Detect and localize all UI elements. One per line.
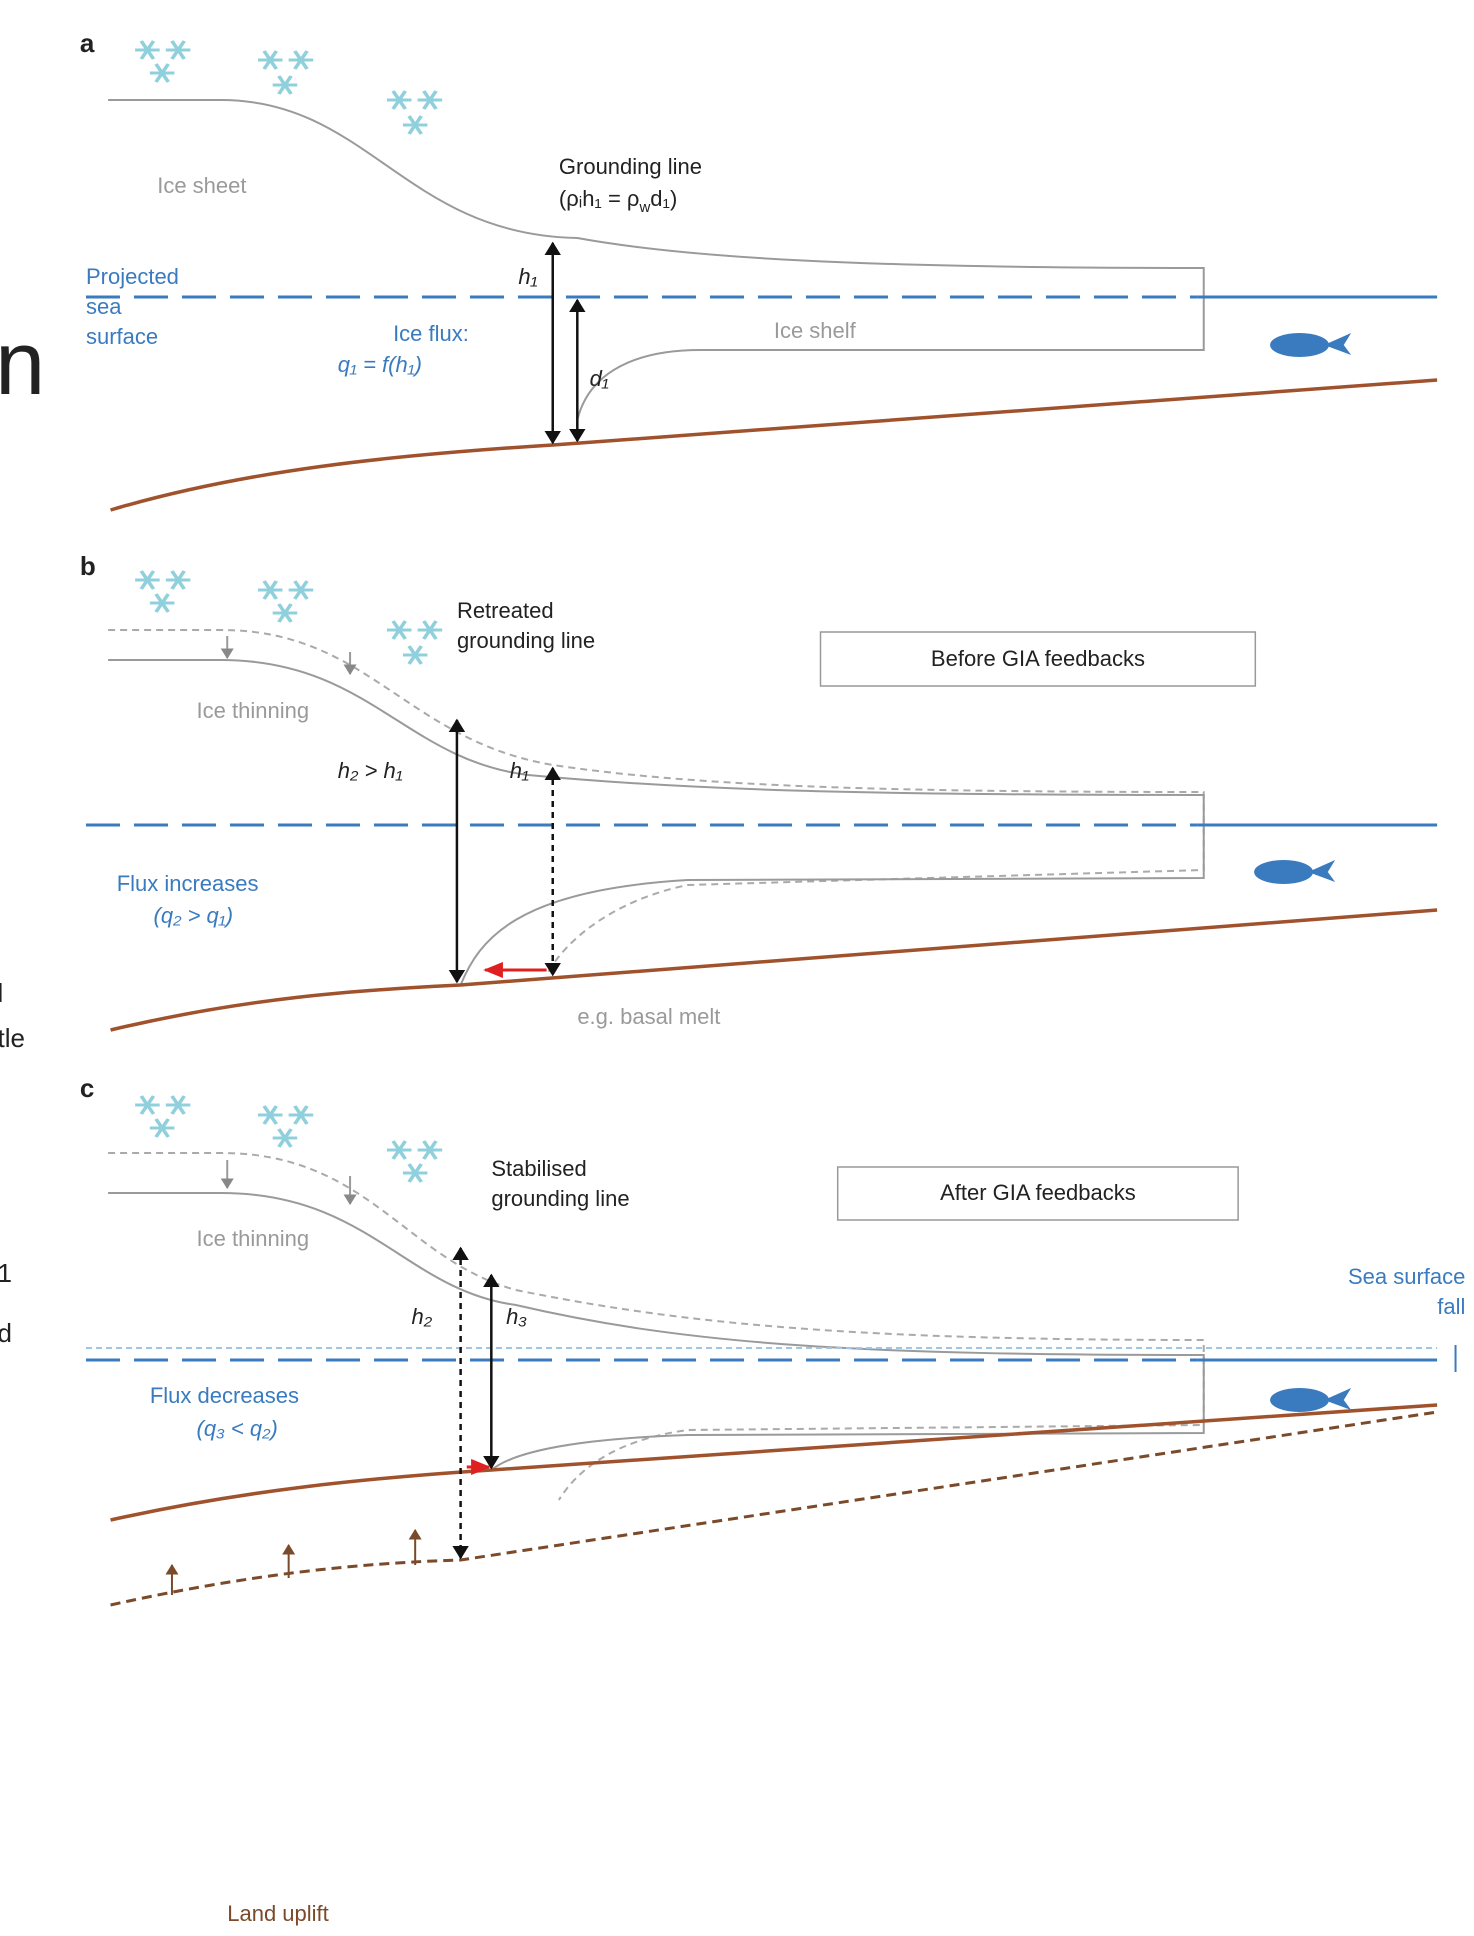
snow (135, 41, 442, 1182)
formula-part: (ρᵢh₁ = ρ (559, 186, 640, 211)
label: d₁ (590, 366, 609, 391)
label: h₃ (506, 1304, 527, 1329)
fragment: l (0, 978, 3, 1008)
label: Ice sheet (157, 173, 246, 198)
label: h₁ (518, 264, 537, 289)
formula-part: d₁) (650, 186, 677, 211)
label: Sea surface (1348, 1264, 1465, 1289)
label: Stabilised (491, 1156, 586, 1181)
box-label: Before GIA feedbacks (931, 646, 1145, 671)
label: q₁ = f(h₁) (338, 352, 422, 377)
box-label: After GIA feedbacks (940, 1180, 1136, 1205)
label: Land uplift (227, 1901, 329, 1926)
formula-part: w (638, 199, 650, 216)
label: surface (86, 324, 158, 349)
label: (q₃ < q₂) (197, 1416, 278, 1441)
label: Grounding line (559, 154, 702, 179)
panel-label: a (80, 28, 95, 58)
labels: n l tle 1 d a Ice sheet Grounding line (… (0, 28, 1465, 1926)
label: Projected (86, 264, 179, 289)
label: Ice thinning (197, 1226, 310, 1251)
label: (q₂ > q₁) (154, 903, 234, 928)
fragment: d (0, 1318, 12, 1348)
fragment: tle (0, 1023, 25, 1053)
fragment: n (0, 314, 45, 414)
label: Ice shelf (774, 318, 857, 343)
label: Ice thinning (197, 698, 310, 723)
label: Flux increases (117, 871, 259, 896)
formula: (ρᵢh₁ = ρwd₁) (559, 186, 677, 217)
label: fall (1437, 1294, 1465, 1319)
label: Ice flux: (393, 321, 469, 346)
label: h₂ (411, 1304, 432, 1329)
drawing (86, 41, 1456, 1605)
label: grounding line (491, 1186, 629, 1211)
panel-label: b (80, 551, 96, 581)
label: e.g. basal melt (577, 1004, 720, 1029)
label: grounding line (457, 628, 595, 653)
label: sea (86, 294, 122, 319)
label: Flux decreases (150, 1383, 299, 1408)
label: Retreated (457, 598, 554, 623)
label: h₂ > h₁ (338, 758, 403, 783)
label: h₁ (510, 758, 529, 783)
panel-label: c (80, 1073, 94, 1103)
fragment: 1 (0, 1258, 12, 1288)
figure: n l tle 1 d a Ice sheet Grounding line (… (0, 0, 1474, 1931)
